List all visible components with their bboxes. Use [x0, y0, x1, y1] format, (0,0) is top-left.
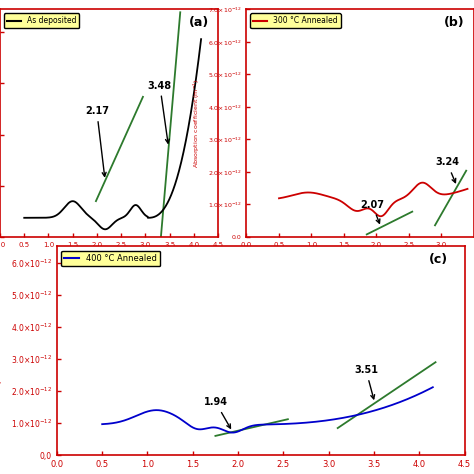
Text: 2.07: 2.07: [360, 200, 384, 223]
X-axis label: Photon Energy (eV): Photon Energy (eV): [63, 254, 155, 263]
Y-axis label: Absorption coefficient (m$^{-1}$): Absorption coefficient (m$^{-1}$): [192, 79, 202, 168]
Text: 2.17: 2.17: [85, 106, 109, 176]
Legend: 400 °C Annealed: 400 °C Annealed: [61, 251, 160, 266]
Legend: As deposited: As deposited: [4, 13, 79, 28]
Text: (b): (b): [444, 16, 465, 29]
Text: (c): (c): [429, 253, 448, 266]
Text: 1.94: 1.94: [204, 397, 230, 428]
Legend: 300 °C Annealed: 300 °C Annealed: [250, 13, 341, 28]
X-axis label: Photon Energy (eV): Photon Energy (eV): [314, 254, 407, 263]
Text: 3.51: 3.51: [354, 365, 378, 399]
Text: 3.48: 3.48: [148, 81, 172, 143]
Y-axis label: Absorption coefficient (m$^{-1}$): Absorption coefficient (m$^{-1}$): [0, 296, 5, 405]
Text: 3.24: 3.24: [435, 157, 459, 182]
Text: (a): (a): [189, 16, 210, 29]
